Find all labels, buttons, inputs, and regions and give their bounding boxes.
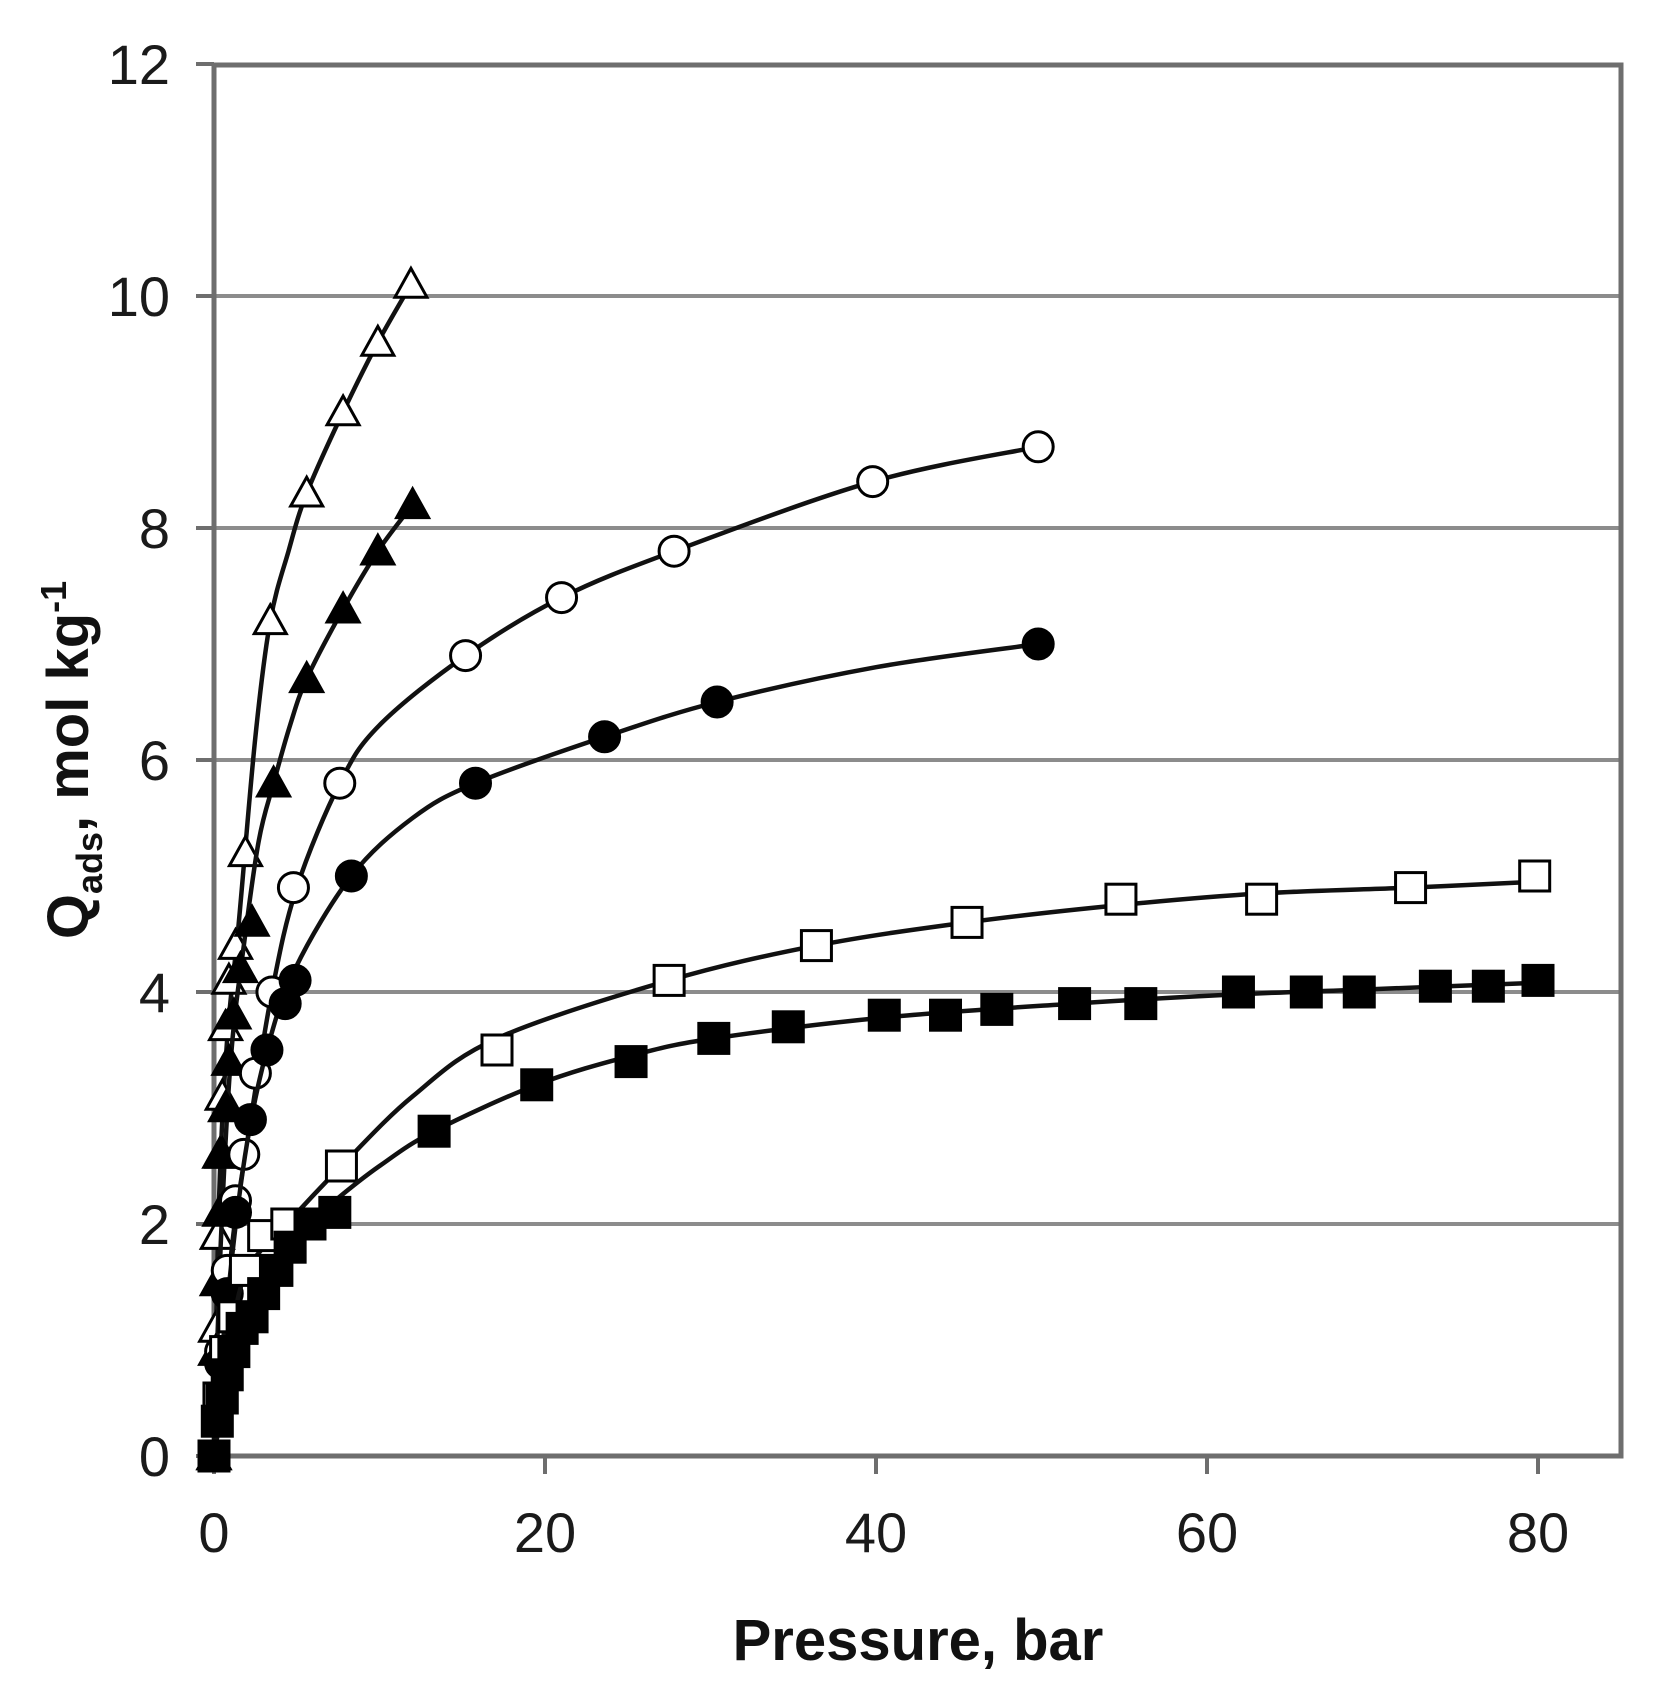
data-point-filled-triangle [288,659,326,694]
data-point-filled-square [1471,969,1505,1003]
y-axis-title-main: Q [36,894,101,939]
x-tick-label-40: 40 [845,1501,907,1564]
data-point-open-square [480,1033,514,1067]
data-point-filled-square [929,998,963,1032]
data-point-filled-circle [458,766,492,800]
data-point-filled-square [1221,975,1255,1009]
data-point-open-triangle [359,323,397,357]
data-point-open-circle [1021,430,1055,464]
data-point-filled-triangle [221,949,260,984]
data-point-open-circle [856,465,890,499]
data-point-filled-square [1289,975,1323,1009]
series-filled-square [197,963,1555,1473]
data-point-filled-square [697,1021,731,1055]
x-tick-label-0: 0 [198,1501,229,1564]
data-point-filled-circle [588,720,622,754]
data-point-open-triangle [251,601,289,636]
data-point-open-circle [545,581,579,615]
y-tick-label-12: 12 [108,33,170,96]
x-axis-title: Pressure, bar [733,1608,1104,1673]
data-point-filled-circle [334,859,368,893]
y-axis-title-unit: , mol kg [36,613,101,832]
y-tick-label-6: 6 [139,729,170,792]
data-point-filled-square [1342,975,1376,1009]
data-point-filled-square [1418,969,1452,1003]
data-point-open-square [1394,871,1428,905]
data-point-open-circle [323,766,357,800]
y-tick-label-2: 2 [139,1193,170,1256]
data-point-open-square [1518,859,1552,893]
data-point-filled-square [771,1010,805,1044]
data-point-filled-circle [278,963,312,997]
data-point-filled-circle [700,685,734,719]
data-point-filled-square [417,1114,451,1148]
data-point-filled-triangle [210,1042,248,1076]
data-point-open-triangle [226,833,264,868]
data-point-filled-circle [250,1033,284,1067]
data-point-filled-triangle [233,903,271,937]
y-tick-label-10: 10 [108,265,170,328]
data-point-open-triangle [198,1216,236,1250]
data-point-open-triangle [324,392,362,427]
data-point-filled-square [614,1045,648,1079]
grid-lines [214,294,1621,1226]
x-tick-label-80: 80 [1507,1501,1569,1564]
data-point-filled-triangle [255,764,293,798]
data-point-filled-triangle [394,485,432,520]
data-point-open-square [652,963,686,997]
y-tick-label-4: 4 [139,961,170,1024]
y-axis-title-subscript: ads [69,832,110,894]
data-point-filled-square [1521,963,1555,997]
data-point-open-square [1104,882,1138,916]
data-point-filled-square [867,998,901,1032]
data-point-open-circle [449,639,483,673]
data-point-filled-triangle [215,996,253,1030]
data-point-filled-circle [1021,627,1055,661]
data-point-open-circle [657,534,691,568]
data-point-open-circle [276,871,310,905]
data-point-filled-square [980,992,1014,1026]
data-point-open-square [799,929,833,963]
y-axis-title: Qads, mol kg-1 [33,581,110,939]
fit-line-filled-circle [211,641,1039,1457]
data-point-open-triangle [392,265,430,299]
x-tick-label-20: 20 [514,1501,576,1564]
data-point-filled-circle [219,1195,253,1229]
data-point-filled-square [1124,987,1158,1021]
data-point-filled-square [197,1439,231,1473]
data-point-filled-triangle [324,590,362,624]
data-point-filled-square [520,1068,554,1102]
data-point-filled-square [318,1195,352,1229]
data-point-filled-circle [233,1103,267,1137]
data-point-open-square [324,1149,358,1183]
y-axis-title-superscript: -1 [33,581,74,613]
data-point-open-square [950,905,984,939]
data-point-filled-square [1058,987,1092,1021]
tick-labels: 0 2 4 6 8 10 12 0 20 40 60 80 [108,33,1569,1564]
x-tick-label-60: 60 [1176,1501,1238,1564]
data-point-open-square [1245,882,1279,916]
y-tick-label-8: 8 [139,497,170,560]
data-point-open-triangle [288,474,326,508]
data-point-filled-triangle [207,1088,245,1123]
data-point-filled-triangle [359,532,397,566]
series-group [195,265,1555,1473]
y-tick-label-0: 0 [139,1425,170,1488]
